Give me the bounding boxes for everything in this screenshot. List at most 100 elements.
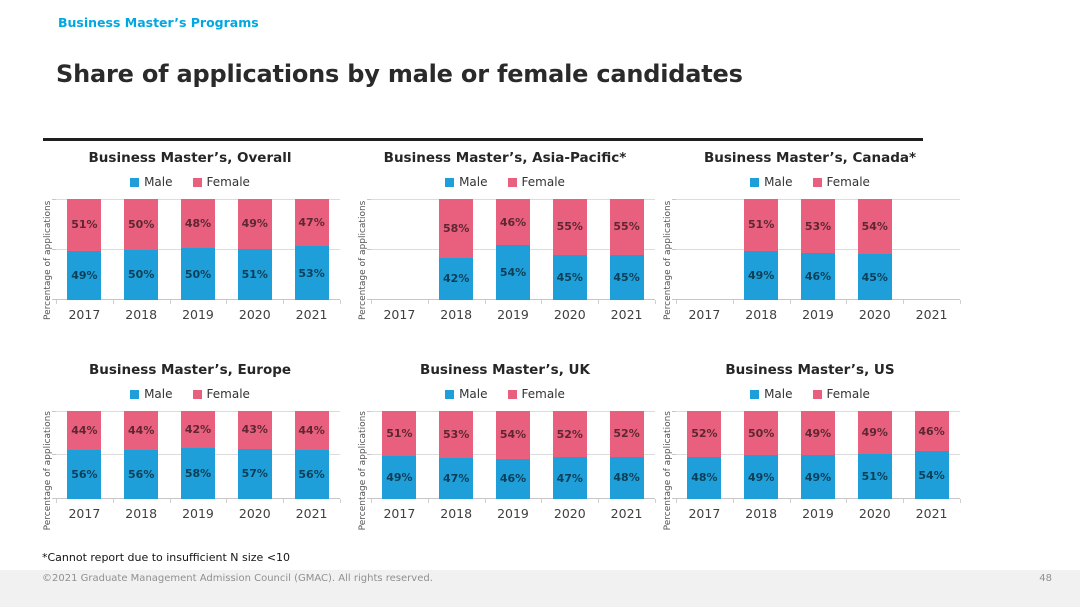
x-axis-tick	[484, 300, 486, 304]
male-value-label: 45%	[613, 270, 640, 284]
chart-title: Business Master’s, Overall	[88, 150, 292, 166]
female-value-label: 49%	[861, 426, 888, 440]
male-segment: 45%	[857, 254, 892, 300]
x-axis-tick	[598, 499, 600, 503]
x-axis-tick	[340, 499, 341, 503]
x-axis-tick	[427, 499, 429, 503]
female-segment: 52%	[687, 411, 722, 457]
x-axis-label: 2020	[238, 506, 271, 521]
male-segment: 49%	[744, 455, 779, 499]
female-legend-label: Female	[206, 387, 250, 401]
female-segment: 54%	[495, 411, 530, 459]
female-value-label: 55%	[556, 220, 583, 234]
stacked-bar-2018: 53% 47%	[439, 411, 474, 499]
stacked-bar-2020: 52% 47%	[552, 411, 587, 499]
y-axis-tick	[672, 248, 676, 250]
plot-area: 58% 42% 46% 54% 55% 45% 55% 45%	[367, 199, 656, 304]
male-value-label: 51%	[861, 470, 888, 484]
y-axis-tick	[367, 248, 371, 250]
female-value-label: 52%	[613, 427, 640, 441]
male-value-label: 48%	[613, 471, 640, 485]
legend-item-male: Male	[130, 175, 173, 189]
female-value-label: 42%	[184, 422, 212, 436]
female-value-label: 49%	[241, 217, 268, 231]
male-segment: 49%	[744, 250, 779, 300]
male-value-label: 49%	[748, 470, 775, 484]
x-axis-label: 2018	[745, 506, 778, 521]
male-swatch-icon	[445, 177, 455, 187]
female-legend-label: Female	[206, 175, 250, 189]
female-value-label: 50%	[748, 426, 775, 440]
male-swatch-icon	[445, 389, 455, 399]
male-swatch-icon	[750, 389, 760, 399]
male-segment: 50%	[124, 249, 159, 300]
stacked-bar-2021: 44% 56%	[294, 411, 329, 499]
plot-area: 44% 56% 44% 56% 42% 58% 43% 57% 44% 56%	[52, 411, 341, 503]
female-value-label: 46%	[499, 215, 527, 229]
legend-item-male: Male	[445, 387, 488, 401]
x-axis: 2017 2018 2019 2020 2021	[371, 506, 655, 521]
x-axis-label: 2018	[440, 307, 473, 322]
page-number: 48	[1039, 573, 1052, 584]
stacked-bar-2020: 55% 45%	[552, 199, 587, 300]
female-value-label: 52%	[691, 427, 718, 441]
x-axis-tick	[960, 499, 961, 503]
x-axis-tick	[541, 300, 543, 304]
stacked-bar-2017: 51% 49%	[67, 199, 102, 300]
x-axis-label: 2021	[915, 506, 948, 521]
x-axis-tick	[676, 499, 677, 503]
male-segment: 57%	[237, 448, 272, 499]
bars-group: 51% 49% 50% 50% 48% 50% 49% 51% 47% 53%	[56, 199, 340, 300]
female-swatch-icon	[812, 389, 822, 399]
chart-legend: Male Female	[40, 387, 340, 401]
female-segment: 44%	[124, 411, 159, 450]
footnote: *Cannot report due to insufficient N siz…	[42, 551, 291, 564]
x-axis-tick	[789, 300, 791, 304]
x-axis: 2017 2018 2019 2020 2021	[676, 307, 960, 322]
male-segment: 51%	[857, 454, 892, 499]
x-axis-label: 2021	[610, 506, 643, 521]
x-axis-tick	[283, 499, 285, 503]
x-axis-tick	[598, 300, 600, 304]
stacked-bar-2017: 44% 56%	[67, 411, 102, 499]
female-segment: 53%	[800, 199, 835, 254]
female-segment: 58%	[439, 199, 474, 258]
male-value-label: 54%	[499, 266, 527, 280]
x-axis-label: 2020	[553, 506, 586, 521]
x-axis-label: 2020	[858, 307, 891, 322]
male-value-label: 49%	[71, 268, 98, 282]
x-axis-tick	[676, 300, 677, 304]
legend-item-female: Female	[192, 387, 250, 401]
x-axis-label: 2019	[802, 506, 834, 521]
y-axis-label: Percentage of applications	[663, 200, 673, 321]
male-value-label: 51%	[241, 267, 268, 281]
x-axis-tick	[903, 499, 905, 503]
x-axis-label: 2017	[383, 307, 416, 322]
x-axis: 2017 2018 2019 2020 2021	[56, 506, 340, 521]
x-axis-label: 2018	[125, 307, 158, 322]
female-segment: 52%	[609, 411, 644, 457]
x-axis-label: 2019	[497, 307, 529, 322]
x-axis-label: 2017	[688, 307, 721, 322]
female-segment: 51%	[744, 199, 779, 251]
x-axis-label: 2017	[68, 307, 101, 322]
male-value-label: 49%	[804, 470, 832, 484]
y-axis-label: Percentage of applications	[43, 200, 53, 321]
plot-area: 52% 48% 50% 49% 49% 49% 49% 51% 46% 54%	[672, 411, 961, 503]
y-axis-tick	[52, 411, 56, 412]
x-axis-tick	[846, 300, 848, 304]
male-value-label: 54%	[918, 468, 945, 482]
chart-legend: Male Female	[660, 387, 960, 401]
female-swatch-icon	[507, 389, 517, 399]
female-value-label: 52%	[556, 427, 583, 441]
male-value-label: 58%	[184, 466, 212, 480]
male-swatch-icon	[750, 177, 760, 187]
stacked-bar-2021: 47% 53%	[294, 199, 329, 300]
y-axis-tick	[52, 454, 56, 455]
female-segment: 51%	[67, 199, 102, 251]
female-legend-label: Female	[826, 387, 870, 401]
male-segment: 49%	[67, 250, 102, 300]
title-divider	[43, 138, 923, 141]
male-value-label: 57%	[241, 467, 268, 481]
stacked-bar-2021: 55% 45%	[609, 199, 644, 300]
